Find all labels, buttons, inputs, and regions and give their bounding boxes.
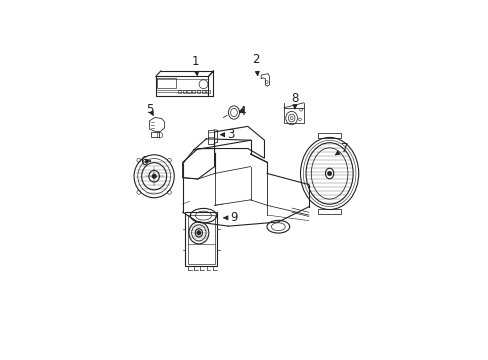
Bar	[317, 133, 341, 138]
Circle shape	[327, 171, 331, 176]
Bar	[157, 78, 176, 88]
Bar	[187, 215, 215, 264]
Text: 1: 1	[191, 55, 199, 75]
Bar	[183, 90, 185, 93]
Bar	[156, 76, 208, 96]
Bar	[206, 90, 209, 93]
Bar	[201, 90, 204, 93]
Text: 8: 8	[291, 92, 298, 109]
Bar	[187, 90, 190, 93]
Text: 3: 3	[220, 128, 234, 141]
Text: 4: 4	[238, 105, 245, 118]
Bar	[284, 108, 303, 123]
Bar	[207, 130, 214, 144]
Text: 5: 5	[146, 103, 154, 116]
Bar	[178, 90, 181, 93]
Bar	[317, 209, 341, 214]
Bar	[192, 90, 195, 93]
Text: 9: 9	[224, 211, 237, 224]
Text: 2: 2	[252, 53, 260, 75]
Bar	[185, 212, 217, 266]
Bar	[197, 90, 200, 93]
Circle shape	[152, 174, 156, 179]
Text: 6: 6	[140, 154, 150, 167]
Text: 7: 7	[335, 142, 348, 155]
Bar	[150, 132, 158, 138]
Circle shape	[196, 231, 201, 235]
